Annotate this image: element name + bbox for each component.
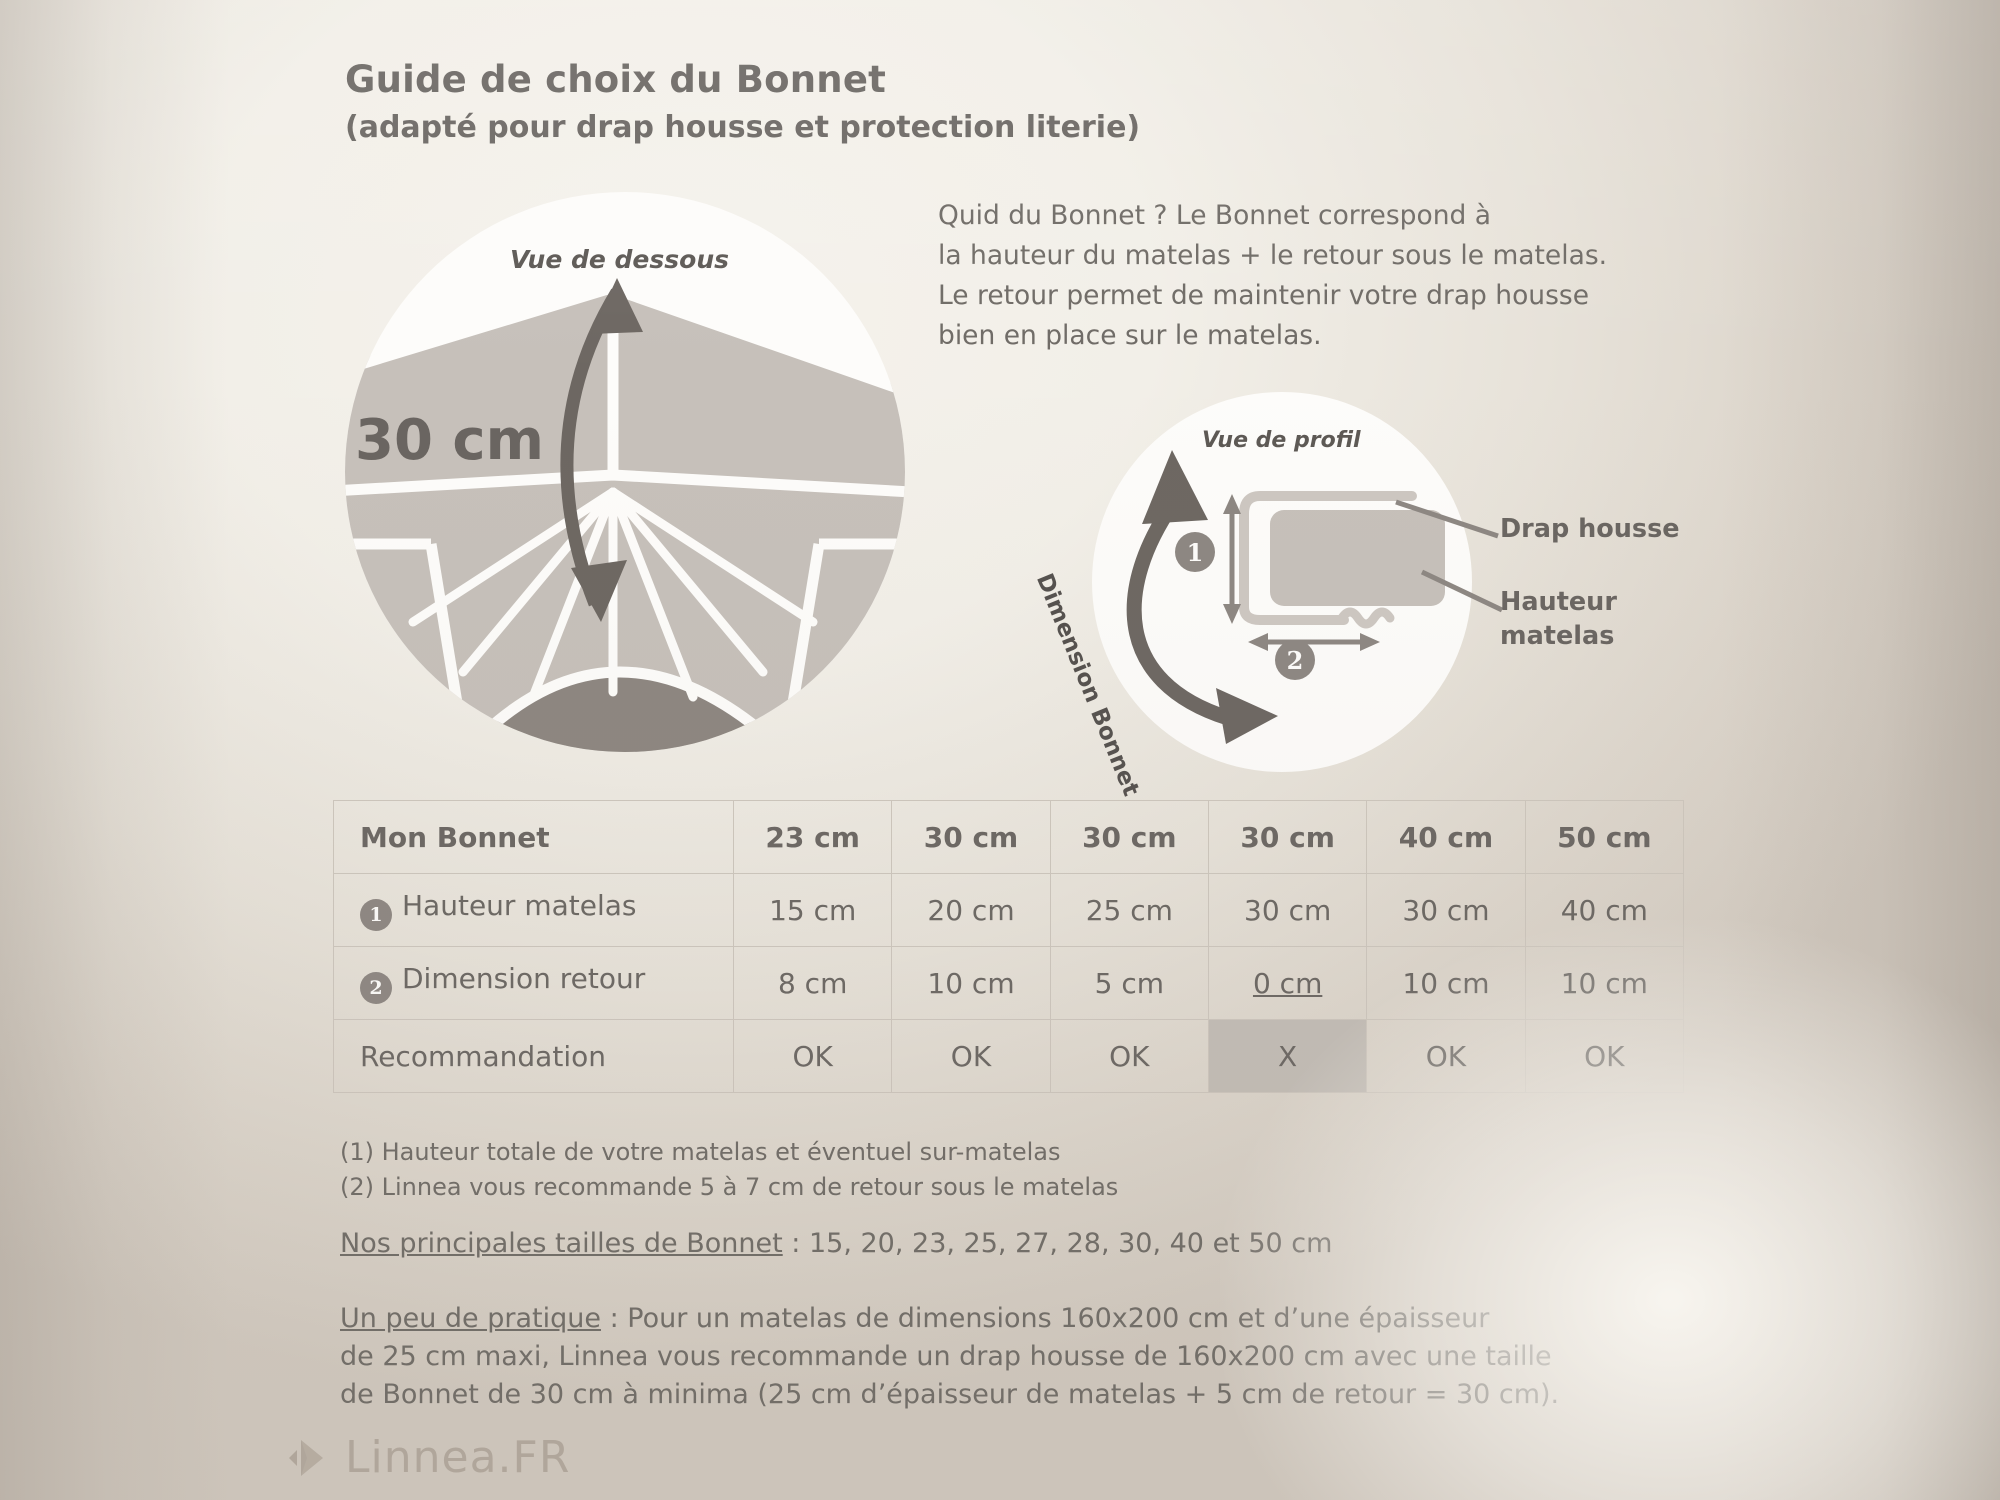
linnea-logo[interactable]: Linnea.FR [285,1432,570,1483]
table-cell: 50 cm [1524,800,1685,874]
table-row: 1 Hauteur matelas 15 cm 20 cm 25 cm 30 cm 30 c… [333,873,1685,947]
cell-value: 25 cm [1085,893,1173,927]
cell-value: 40 cm [1398,820,1494,854]
footnotes: (1) Hauteur totale de votre matelas et é… [340,1138,1119,1201]
table-row-label: Recommandation [333,1019,734,1093]
cell-value: 10 cm [1560,966,1648,1000]
cell-value: 23 cm [765,820,860,854]
badge-1: 1 [1175,532,1215,572]
row-label-text: Recommandation [360,1039,606,1073]
table-cell: 20 cm [891,873,1051,947]
height-measure-arrow [1223,494,1241,624]
badge-2: 2 [1275,640,1315,680]
page-title: Guide de choix du Bonnet [345,58,887,101]
table-cell: 40 cm [1524,873,1685,947]
cell-value: 30 cm [1244,893,1332,927]
table-cell: OK [1524,1019,1685,1093]
cell-value: 50 cm [1557,820,1652,854]
table-cell: OK [1049,1019,1209,1093]
table-cell: 30 cm [1207,800,1368,874]
intro-paragraph: Quid du Bonnet ? Le Bonnet correspond à … [938,200,1608,351]
table-cell: 8 cm [732,946,893,1020]
cell-value: 20 cm [927,893,1015,927]
table-row-label: 1 Hauteur matelas [333,873,734,947]
table-cell: 30 cm [891,800,1051,874]
retour-measure-arrow [1248,633,1380,651]
table-cell: OK [891,1019,1051,1093]
profile-view-caption: Vue de profil [1202,428,1361,453]
cell-value: OK [1425,1039,1467,1073]
cell-value: 10 cm [1402,966,1490,1000]
practice-label: Un peu de pratique [340,1303,601,1334]
cell-value: 30 cm [1240,820,1335,854]
cell-value: OK [1584,1039,1625,1073]
table-row-label: Mon Bonnet [333,800,734,874]
callout-hauteur-matelas: Hauteur matelas [1500,587,1617,651]
table-row: Mon Bonnet 23 cm 30 cm 30 cm 30 cm 40 cm 50 cm [333,800,1685,874]
table-cell: 23 cm [732,800,893,874]
depth-arrow-bottom [560,278,643,622]
cell-value: 15 cm [769,893,857,927]
linnea-diamond-icon [289,1439,323,1476]
table-cell: OK [1366,1019,1526,1093]
table-cell: 0 cm [1207,946,1368,1020]
sizes-value: : 15, 20, 23, 25, 27, 28, 30, 40 et 50 c… [782,1228,1333,1259]
sizes-label: Nos principales tailles de Bonnet [340,1228,783,1259]
cell-value: OK [950,1039,992,1073]
cell-value: OK [792,1039,833,1073]
row-label-text: Hauteur matelas [402,889,637,922]
table-cell: 30 cm [1207,873,1368,947]
table-row: Recommandation OK OK OK X OK OK [333,1019,1685,1093]
callout-leader-lines [1395,499,1504,613]
row-label-text: Dimension retour [402,962,646,995]
profile-view-diagram [1126,450,1445,744]
bonnet-measure-label: 30 cm [355,408,544,473]
cell-value: 10 cm [927,966,1015,1000]
callout-drap-housse: Drap housse [1500,514,1680,544]
row-badge: 2 [360,972,392,1004]
table-cell: 30 cm [1366,873,1526,947]
table-cell: 30 cm [1049,800,1209,874]
page-subtitle: (adapté pour drap housse et protection l… [345,110,1141,145]
cell-value: 40 cm [1560,893,1648,927]
bonnet-comparison-table: Mon Bonnet 23 cm 30 cm 30 cm 30 cm 40 cm 50 cm… [333,800,1685,1093]
cell-value: 30 cm [923,820,1019,854]
table-cell: 10 cm [1524,946,1685,1020]
table-row: 2 Dimension retour 8 cm 10 cm 5 cm 0 cm 10 cm 1… [333,946,1685,1020]
cell-value: OK [1109,1039,1150,1073]
cell-value: X [1278,1039,1298,1073]
sizes-line: Nos principales tailles de Bonnet : 15, … [340,1228,1332,1259]
dimension-bonnet-arrow [1126,450,1278,744]
table-cell: 15 cm [732,873,893,947]
row-label-text: Mon Bonnet [360,820,550,854]
table-cell: X [1207,1019,1368,1093]
row-badge: 1 [360,899,392,931]
cell-value: 8 cm [777,966,848,1000]
bottom-view-diagram [345,278,905,752]
cell-value: 30 cm [1402,893,1490,927]
table-row-label: 2 Dimension retour [333,946,734,1020]
mattress-and-sheet [1239,491,1445,629]
logo-text: Linnea.FR [345,1432,571,1483]
practice-paragraph: Un peu de pratique : Pour un matelas de … [340,1300,1670,1414]
cell-value: 30 cm [1082,820,1177,854]
table-cell: 5 cm [1049,946,1209,1020]
cell-value: 0 cm [1252,966,1323,1000]
cell-value: 5 cm [1094,966,1165,1000]
table-cell: 25 cm [1049,873,1209,947]
table-cell: 10 cm [891,946,1051,1020]
bottom-view-caption: Vue de dessous [510,245,730,274]
table-cell: 10 cm [1366,946,1526,1020]
table-cell: 40 cm [1366,800,1526,874]
table-cell: OK [732,1019,893,1093]
